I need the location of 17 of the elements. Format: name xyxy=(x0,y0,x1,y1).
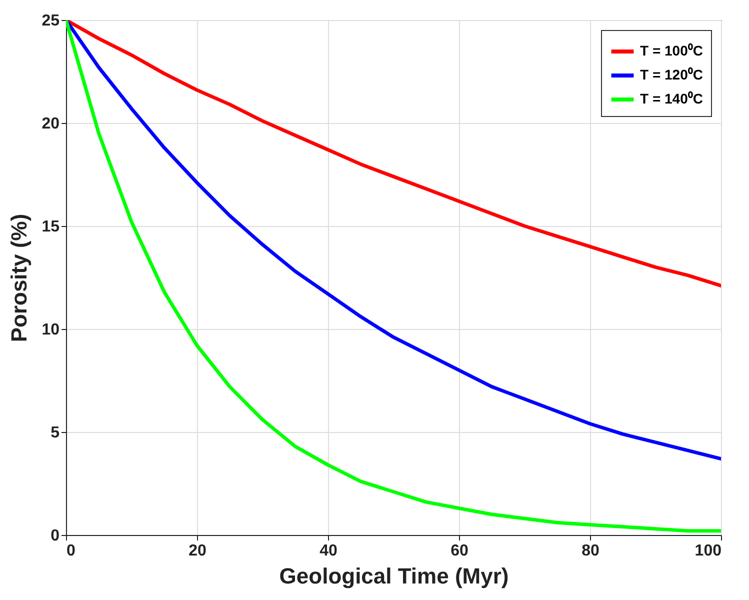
x-tick-label: 80 xyxy=(582,542,600,560)
x-tick-label: 40 xyxy=(320,542,338,560)
y-axis-title: Porosity (%) xyxy=(6,214,32,342)
y-tick-label: 10 xyxy=(42,322,60,338)
legend-label: T = 120⁰C xyxy=(640,66,703,82)
x-tick-label: 60 xyxy=(450,542,468,560)
y-tick-label: 25 xyxy=(42,12,60,30)
y-tick-label: 0 xyxy=(50,528,60,544)
x-axis-title: Geological Time (Myr) xyxy=(279,564,509,588)
x-tick-label: 20 xyxy=(188,542,206,560)
y-tick-label: 5 xyxy=(50,424,60,442)
legend-label: T = 140⁰C xyxy=(640,90,703,106)
y-tick-label: 15 xyxy=(42,218,60,236)
x-tick-label: 0 xyxy=(66,542,76,560)
legend-label: T = 100⁰C xyxy=(640,42,703,58)
x-tick-label: 100 xyxy=(694,542,722,560)
y-tick-label: 20 xyxy=(42,116,60,132)
